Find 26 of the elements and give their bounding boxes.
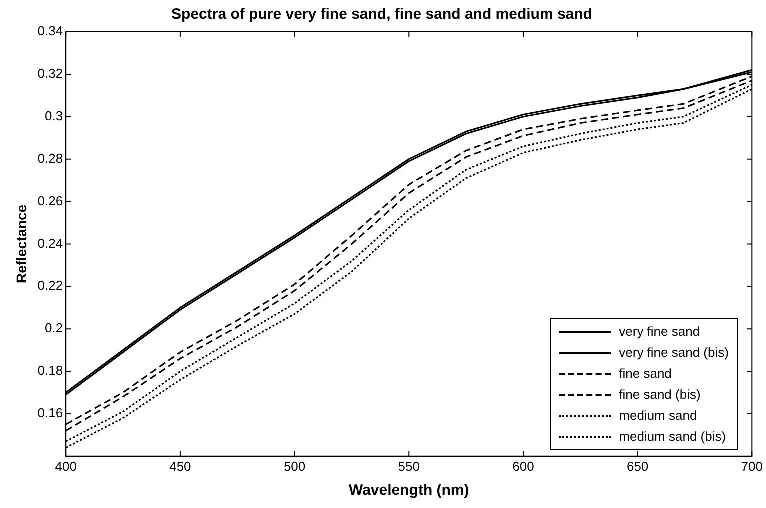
y-tick-label: 0.34 — [38, 24, 64, 39]
y-tick-label: 0.3 — [45, 108, 64, 124]
x-tick-label: 450 — [170, 458, 192, 474]
x-tick-label: 700 — [741, 458, 764, 474]
x-axis-title: Wavelength (nm) — [348, 482, 470, 500]
y-axis-title: Reflectance — [13, 204, 30, 284]
legend-label: very fine sand (bis) — [619, 345, 729, 360]
legend-label: medium sand (bis) — [619, 429, 726, 444]
x-tick-label: 550 — [398, 458, 420, 474]
legend-label: fine sand (bis) — [619, 387, 701, 402]
legend-label: medium sand — [619, 408, 698, 424]
y-tick-label: 0.26 — [38, 193, 64, 208]
x-tick-label: 600 — [512, 458, 534, 474]
x-tick-label: 650 — [626, 458, 649, 474]
y-tick-label: 0.28 — [38, 150, 64, 166]
y-tick-label: 0.16 — [38, 406, 64, 421]
legend-label: fine sand — [619, 366, 672, 382]
y-tick-label: 0.24 — [38, 236, 64, 251]
y-tick-label: 0.22 — [38, 278, 64, 294]
x-tick-label: 400 — [55, 458, 77, 474]
y-tick-label: 0.2 — [45, 320, 64, 336]
x-tick-label: 500 — [284, 458, 306, 474]
chart-title: Spectra of pure very fine sand, fine sand and medium sand — [172, 6, 592, 24]
y-tick-label: 0.32 — [38, 66, 64, 82]
y-tick-label: 0.18 — [38, 363, 64, 378]
legend-label: very fine sand — [619, 324, 700, 340]
